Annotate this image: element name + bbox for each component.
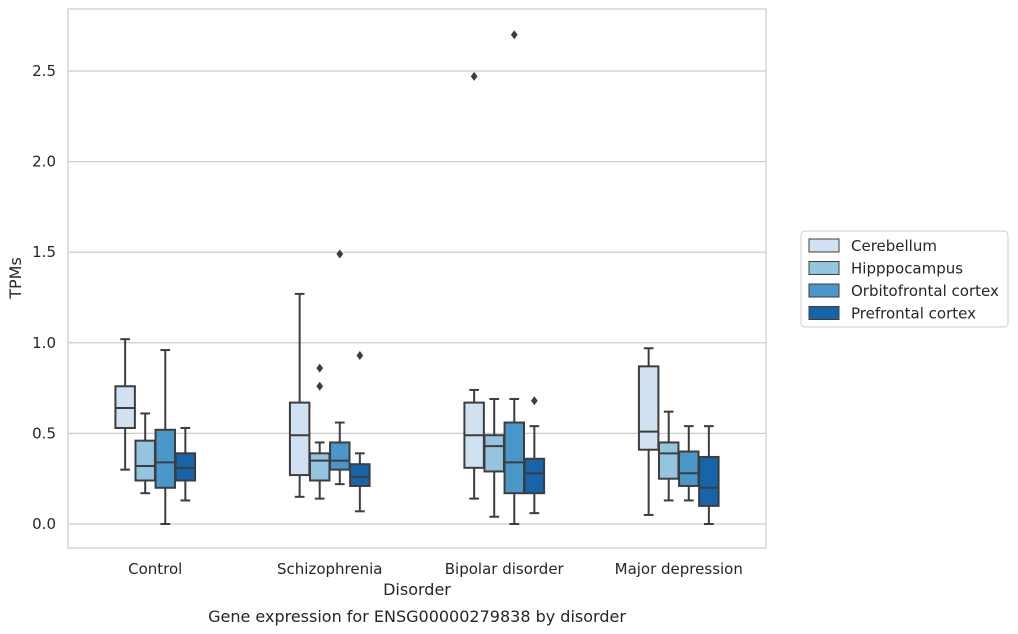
series-prefrontal-cortex <box>174 350 720 525</box>
outlier-point <box>316 381 324 391</box>
box <box>503 30 526 525</box>
series-orbitofrontal-cortex <box>154 30 700 525</box>
box-body <box>678 450 700 487</box>
legend-item: Cerebellum <box>808 237 937 255</box>
y-tick-label: 2.5 <box>32 62 56 80</box>
box <box>483 397 505 518</box>
box-body <box>637 365 660 451</box>
y-tick-label: 1.0 <box>32 334 56 352</box>
box <box>698 425 720 525</box>
box <box>329 249 351 486</box>
plot-area <box>67 8 767 549</box>
box <box>463 71 485 500</box>
y-tick-label: 0.5 <box>32 424 56 442</box>
legend-swatch <box>808 261 840 275</box>
box-body <box>698 455 720 507</box>
outlier-point <box>470 71 478 81</box>
legend-item: Hipppocampus <box>808 260 963 278</box>
outlier-point <box>530 396 538 406</box>
box <box>637 347 660 516</box>
legend-swatch <box>808 238 840 253</box>
x-tick-label: Major depression <box>615 560 743 578</box>
gridlines <box>68 70 766 525</box>
box-body <box>657 441 680 480</box>
legend-frame <box>800 230 1009 328</box>
box-body <box>154 428 177 489</box>
legend-label: Orbitofrontal cortex <box>851 282 999 300</box>
x-tick-label: Schizophrenia <box>277 560 382 578</box>
legend-item: Orbitofrontal cortex <box>808 282 999 300</box>
box <box>114 338 136 471</box>
box <box>657 410 680 502</box>
box <box>154 349 177 525</box>
box <box>308 363 331 500</box>
legend-label: Cerebellum <box>851 237 937 255</box>
legend: Cerebellum Hipppocampus Orbitofrontal cort… <box>800 230 1009 328</box>
x-tick-labels: Control Schizophrenia Bipolar disorder Majo… <box>128 560 743 578</box>
legend-swatch <box>808 306 840 320</box>
y-tick-labels: 0.0 0.5 1.0 1.5 2.0 2.5 <box>32 62 56 533</box>
legend-item: Prefrontal cortex <box>808 305 976 323</box>
y-tick-label: 0.0 <box>32 515 56 533</box>
chart-title: Gene expression for ENSG00000279838 by d… <box>208 607 626 626</box>
box-series-group <box>114 30 720 525</box>
y-tick-label: 2.0 <box>32 153 56 171</box>
box <box>174 426 197 502</box>
outlier-point <box>336 249 344 259</box>
box-body <box>329 441 351 471</box>
box-body <box>308 452 331 482</box>
legend-swatch <box>808 283 840 298</box>
series-hipppocampus <box>134 363 680 518</box>
box <box>523 396 546 515</box>
legend-label: Prefrontal cortex <box>851 305 976 323</box>
box-body <box>523 457 546 495</box>
x-tick-label: Control <box>128 560 182 578</box>
outlier-point <box>356 350 364 360</box>
outlier-point <box>510 30 518 40</box>
series-cerebellum <box>114 71 660 516</box>
y-axis-label: TPMs <box>6 257 25 300</box>
x-tick-label: Bipolar disorder <box>445 560 565 578</box>
box-body <box>483 434 505 473</box>
box <box>134 412 156 495</box>
y-tick-label: 1.5 <box>32 243 56 261</box>
box <box>349 350 371 513</box>
box-body <box>134 439 156 482</box>
box-body <box>288 401 311 477</box>
box <box>678 425 700 502</box>
x-axis-label: Disorder <box>383 580 451 599</box>
outlier-point <box>316 363 324 373</box>
box <box>288 292 311 498</box>
legend-label: Hipppocampus <box>851 260 963 278</box>
box-body <box>349 463 371 487</box>
box-body <box>503 421 526 495</box>
